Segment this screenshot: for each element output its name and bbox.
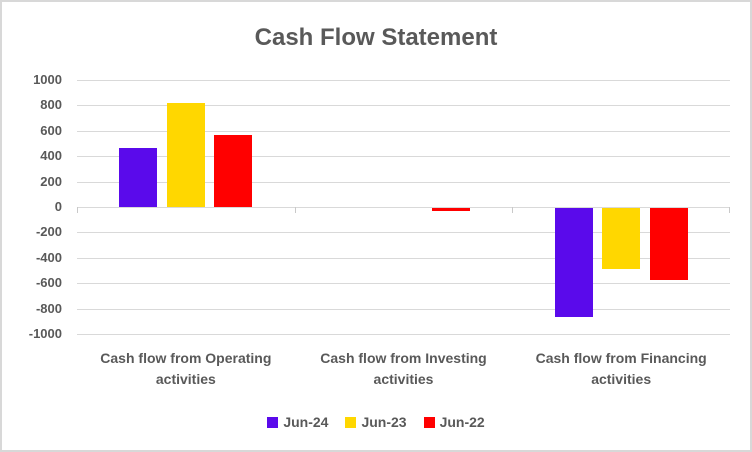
legend: Jun-24 Jun-23 Jun-22 [2, 414, 750, 430]
y-axis-tick-label: 200 [40, 173, 62, 189]
plot-area [77, 80, 730, 335]
x-axis-tick [77, 207, 78, 213]
legend-swatch-icon [267, 416, 279, 428]
y-axis: 1000 800 600 400 200 0 -200 -400 -600 -800 -1000 [2, 72, 62, 341]
y-axis-tick-label: 600 [40, 122, 62, 138]
legend-label: Jun-22 [439, 414, 485, 430]
y-axis-tick-label: 800 [40, 97, 62, 113]
category-label-investing: Cash flow from Investing activities [320, 350, 487, 387]
legend-swatch-icon [423, 416, 435, 428]
gridline [77, 334, 730, 335]
chart-title: Cash Flow Statement [254, 24, 498, 51]
legend-item-jun-23: Jun-23 [345, 414, 407, 430]
bar-jun-23-operating [166, 102, 205, 207]
gridline [77, 308, 730, 310]
x-axis: Cash flow from Operating activities Cash … [77, 348, 730, 392]
gridline [77, 232, 730, 234]
y-axis-tick-label: -1000 [28, 326, 62, 341]
gridline [77, 156, 730, 158]
gridline [77, 80, 730, 81]
gridline [77, 130, 730, 132]
legend-label: Jun-23 [361, 414, 407, 430]
y-axis-tick-label: -400 [35, 249, 62, 265]
y-axis-tick-label: -800 [35, 300, 62, 316]
y-axis-tick-label: 0 [54, 199, 62, 214]
legend-label: Jun-24 [283, 414, 329, 430]
x-axis-tick [512, 207, 514, 213]
bar-jun-22-investing [432, 208, 470, 212]
gridline [77, 283, 730, 285]
bar-jun-22-operating [214, 134, 253, 207]
x-axis-tick [294, 207, 296, 213]
y-axis-tick-label: 1000 [33, 72, 62, 87]
x-axis-tick [729, 207, 730, 213]
gridline [77, 181, 730, 183]
gridline [77, 257, 730, 259]
y-axis-tick-label: -200 [35, 224, 62, 240]
category-label-financing: Cash flow from Financing activities [535, 350, 707, 387]
y-axis-tick-label: 400 [40, 148, 62, 164]
y-axis-tick-label: -600 [35, 275, 62, 291]
category-label-operating: Cash flow from Operating activities [100, 350, 272, 387]
gridline [77, 207, 730, 208]
bar-jun-24-financing [554, 208, 593, 318]
legend-item-jun-22: Jun-22 [423, 414, 485, 430]
gridline [77, 105, 730, 107]
bar-jun-23-financing [602, 208, 641, 269]
legend-item-jun-24: Jun-24 [267, 414, 328, 430]
bar-jun-24-operating [119, 147, 158, 207]
legend-swatch-icon [345, 416, 357, 428]
bar-jun-22-financing [649, 208, 688, 281]
